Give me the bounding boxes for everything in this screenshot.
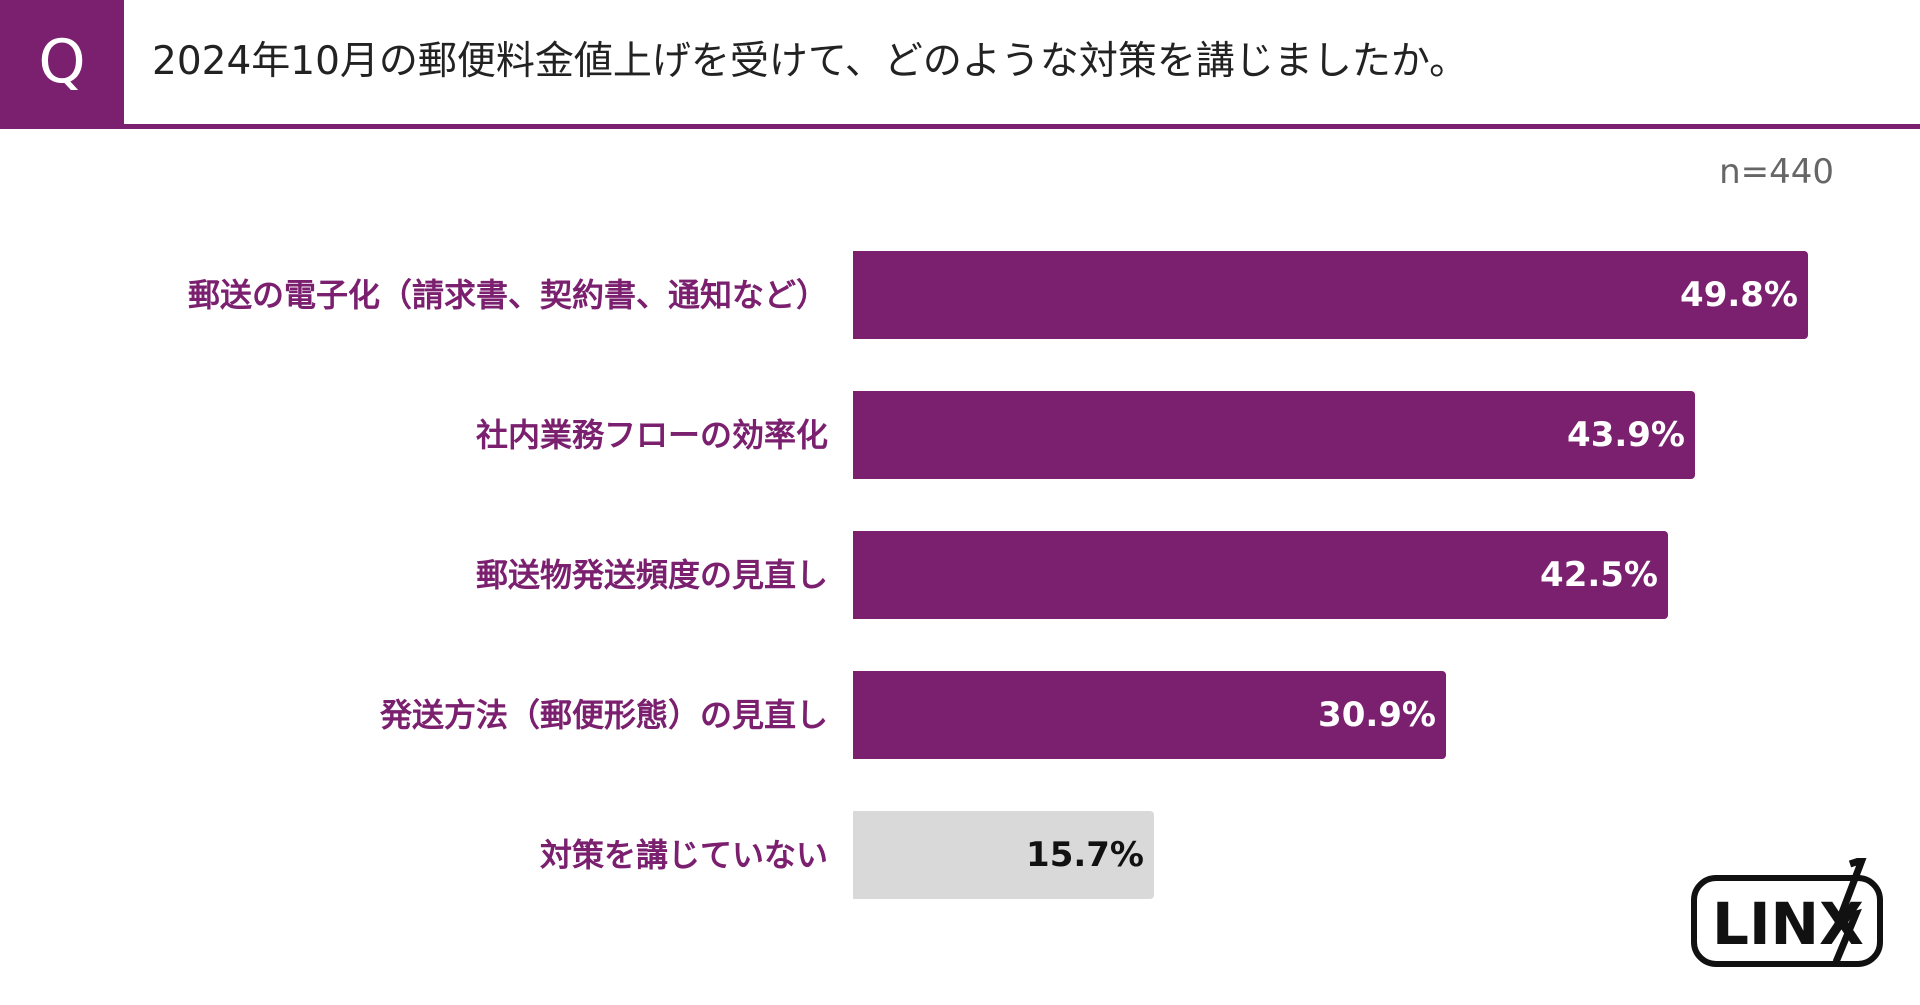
bar: [853, 811, 1154, 899]
bar-value-label: 15.7%: [1026, 835, 1144, 875]
bar: [853, 251, 1808, 339]
linx-logo: LINX: [1690, 854, 1890, 972]
question-mark: Q: [38, 27, 86, 97]
category-label: 郵送の電子化（請求書、契約書、通知など）: [187, 276, 828, 314]
linx-logo-icon: LINX: [1691, 854, 1883, 967]
category-label: 社内業務フローの効率化: [475, 416, 828, 454]
bar: [853, 531, 1668, 619]
logo-text: LINX: [1712, 890, 1864, 958]
bar-value-label: 42.5%: [1540, 555, 1658, 595]
bar-value-label: 30.9%: [1318, 695, 1436, 735]
bar: [853, 391, 1695, 479]
bar-value-label: 49.8%: [1680, 275, 1798, 315]
sample-size-label: n=440: [1719, 152, 1834, 192]
bar: [853, 671, 1446, 759]
bar-value-label: 43.9%: [1567, 415, 1685, 455]
category-label: 郵送物発送頻度の見直し: [475, 556, 828, 594]
question-text: 2024年10月の郵便料金値上げを受けて、どのような対策を講じましたか。: [152, 39, 1469, 84]
question-mark-box: Q: [0, 0, 124, 124]
category-label: 発送方法（郵便形態）の見直し: [379, 696, 828, 734]
header-divider: [0, 124, 1920, 129]
category-label: 対策を講じていない: [539, 836, 828, 874]
